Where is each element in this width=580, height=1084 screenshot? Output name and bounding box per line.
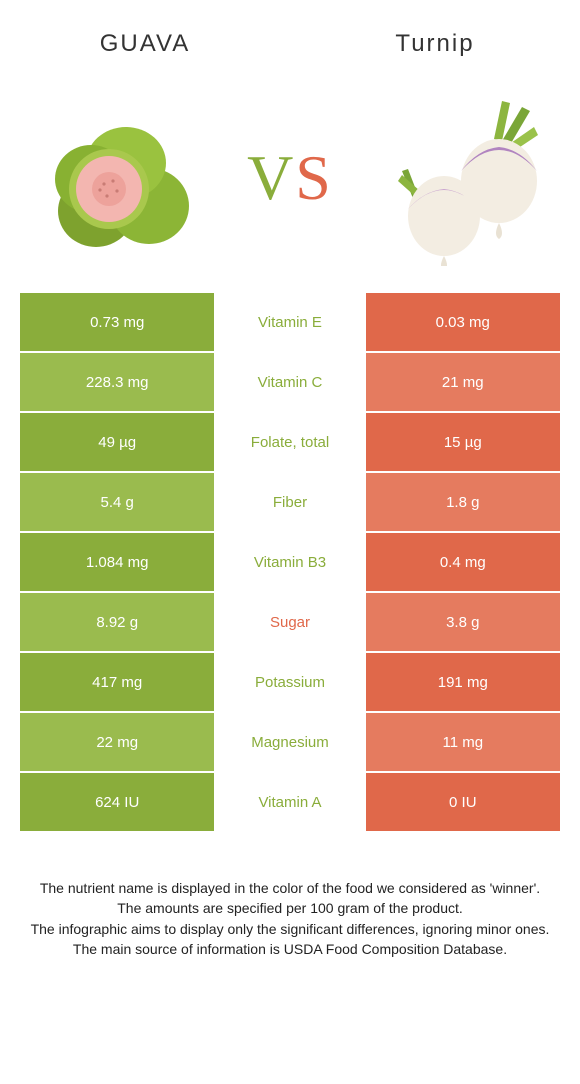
guava-image <box>31 91 206 266</box>
footer-notes: The nutrient name is displayed in the co… <box>0 833 580 959</box>
footer-line-1: The nutrient name is displayed in the co… <box>25 878 555 898</box>
value-right: 15 µg <box>366 413 560 471</box>
table-row: 8.92 gSugar3.8 g <box>20 593 560 651</box>
value-left: 417 mg <box>20 653 214 711</box>
nutrient-label: Magnesium <box>214 713 365 771</box>
nutrient-label: Fiber <box>214 473 365 531</box>
value-right: 21 mg <box>366 353 560 411</box>
value-left: 49 µg <box>20 413 214 471</box>
nutrient-label: Vitamin C <box>214 353 365 411</box>
value-right: 0 IU <box>366 773 560 831</box>
hero-row: VS <box>0 63 580 293</box>
nutrient-label: Vitamin E <box>214 293 365 351</box>
header-left: GUAVA <box>0 30 290 58</box>
header-right: Turnip <box>290 30 580 58</box>
value-right: 0.4 mg <box>366 533 560 591</box>
value-left: 624 IU <box>20 773 214 831</box>
vs-s: S <box>295 142 333 213</box>
nutrient-label: Vitamin B3 <box>214 533 365 591</box>
nutrient-label: Potassium <box>214 653 365 711</box>
value-left: 5.4 g <box>20 473 214 531</box>
nutrient-table: 0.73 mgVitamin E0.03 mg228.3 mgVitamin C… <box>0 293 580 831</box>
nutrient-label: Sugar <box>214 593 365 651</box>
vs-v: V <box>247 142 295 213</box>
footer-line-3: The infographic aims to display only the… <box>25 919 555 939</box>
table-row: 624 IUVitamin A0 IU <box>20 773 560 831</box>
value-right: 191 mg <box>366 653 560 711</box>
infographic-root: GUAVA Turnip VS <box>0 0 580 1084</box>
value-right: 3.8 g <box>366 593 560 651</box>
nutrient-label: Folate, total <box>214 413 365 471</box>
table-row: 49 µgFolate, total15 µg <box>20 413 560 471</box>
value-left: 0.73 mg <box>20 293 214 351</box>
value-left: 22 mg <box>20 713 214 771</box>
footer-line-4: The main source of information is USDA F… <box>25 939 555 959</box>
nutrient-label: Vitamin A <box>214 773 365 831</box>
table-row: 0.73 mgVitamin E0.03 mg <box>20 293 560 351</box>
turnip-image <box>374 91 549 266</box>
value-left: 8.92 g <box>20 593 214 651</box>
table-row: 5.4 gFiber1.8 g <box>20 473 560 531</box>
value-left: 1.084 mg <box>20 533 214 591</box>
value-right: 0.03 mg <box>366 293 560 351</box>
value-right: 11 mg <box>366 713 560 771</box>
header-row: GUAVA Turnip <box>0 0 580 63</box>
table-row: 228.3 mgVitamin C21 mg <box>20 353 560 411</box>
vs-label: VS <box>247 141 333 215</box>
table-row: 22 mgMagnesium11 mg <box>20 713 560 771</box>
table-row: 1.084 mgVitamin B30.4 mg <box>20 533 560 591</box>
value-right: 1.8 g <box>366 473 560 531</box>
table-row: 417 mgPotassium191 mg <box>20 653 560 711</box>
footer-line-2: The amounts are specified per 100 gram o… <box>25 898 555 918</box>
value-left: 228.3 mg <box>20 353 214 411</box>
